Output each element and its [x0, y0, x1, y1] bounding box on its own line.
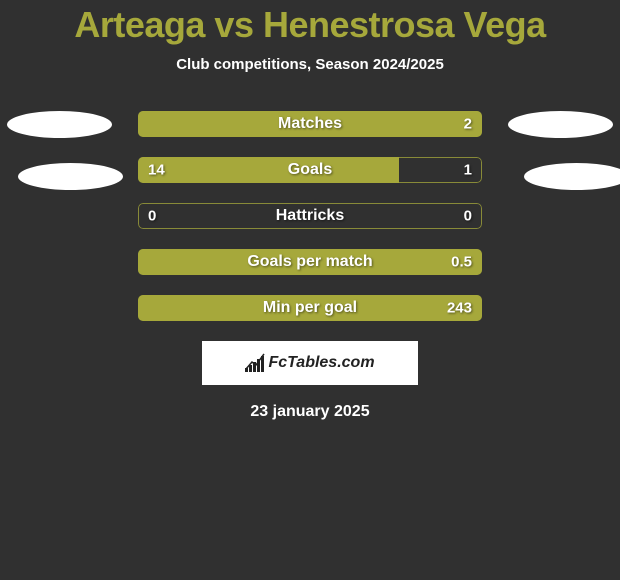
player-right-placeholder-1 — [508, 111, 613, 138]
fctables-logo[interactable]: FcTables.com — [202, 341, 418, 385]
bar-label: Min per goal — [138, 299, 482, 317]
bar-value-right: 2 — [464, 116, 472, 133]
stat-bar-goals-per-match: Goals per match0.5 — [138, 249, 482, 275]
player-left-placeholder-1 — [7, 111, 112, 138]
logo-chart-icon — [245, 354, 265, 372]
stat-bar-min-per-goal: Min per goal243 — [138, 295, 482, 321]
bar-value-right: 243 — [447, 300, 472, 317]
player-left-placeholder-2 — [18, 163, 123, 190]
bar-value-left: 14 — [148, 162, 165, 179]
comparison-chart: Matches2 Goals14 1 Hattricks0 0 Goals per mat… — [0, 111, 620, 321]
bar-value-left: 0 — [148, 208, 156, 225]
logo-text: FcTables.com — [268, 354, 374, 372]
bar-label: Hattricks — [138, 207, 482, 225]
stat-bar-matches: Matches2 — [138, 111, 482, 137]
bar-value-right: 1 — [464, 162, 472, 179]
bar-value-right: 0.5 — [451, 254, 472, 271]
bar-label: Goals — [138, 161, 482, 179]
bar-value-right: 0 — [464, 208, 472, 225]
stat-bar-goals: Goals14 1 — [138, 157, 482, 183]
page-title: Arteaga vs Henestrosa Vega — [0, 4, 620, 46]
bar-label: Matches — [138, 115, 482, 133]
player-right-placeholder-2 — [524, 163, 620, 190]
bar-label: Goals per match — [138, 253, 482, 271]
date-label: 23 january 2025 — [0, 403, 620, 421]
stat-bar-hattricks: Hattricks0 0 — [138, 203, 482, 229]
subtitle: Club competitions, Season 2024/2025 — [0, 56, 620, 73]
